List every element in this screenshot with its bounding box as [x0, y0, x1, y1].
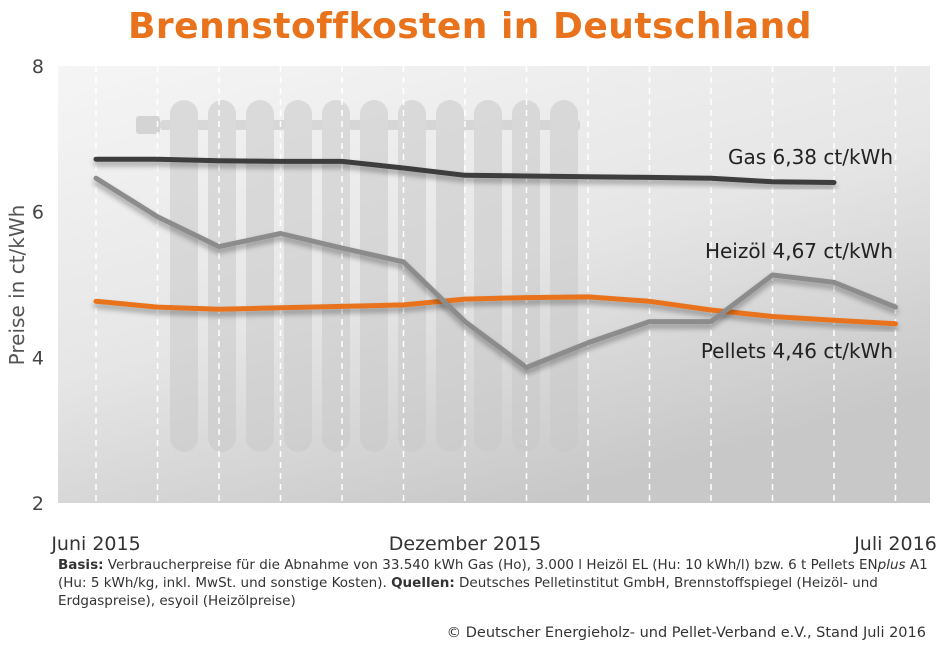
radiator-fin — [436, 100, 464, 452]
radiator-valve — [136, 116, 160, 134]
radiator-fin — [322, 100, 350, 452]
y-axis: 2 4 6 8 — [32, 56, 44, 515]
x-axis: Juni 2015 Dezember 2015 Juli 2016 — [50, 533, 936, 555]
radiator-fin — [398, 100, 426, 452]
radiator-fin — [208, 100, 236, 452]
y-tick-label: 4 — [32, 347, 44, 369]
series-group — [93, 156, 898, 370]
x-tick-label: Juni 2015 — [50, 533, 140, 555]
grid-lines — [95, 66, 897, 503]
copyright: © Deutscher Energieholz- und Pellet-Verb… — [446, 625, 926, 641]
chart-title: Brennstoffkosten in Deutschland — [127, 6, 813, 47]
radiator-fin — [360, 100, 388, 452]
basis-text-2: A1 (Hu: 5 kWh/kg, inkl. MwSt. und sonsti… — [58, 557, 928, 591]
radiator-fin — [284, 100, 312, 452]
series-label-pellets: Pellets 4,46 ct/kWh — [701, 339, 893, 363]
radiator-fin — [246, 100, 274, 452]
y-tick-label: 2 — [32, 493, 44, 515]
quellen-text: Deutsches Pelletinstitut GmbH, Brennstof… — [58, 575, 878, 609]
y-axis-label: Preise in ct/kWh — [5, 205, 29, 366]
series-label-heizoel: Heizöl 4,67 ct/kWh — [705, 239, 893, 263]
enplus-italic: plus — [877, 557, 906, 573]
y-tick-label: 8 — [32, 56, 44, 78]
footnote: Basis: Verbraucherpreise für die Abnahme… — [58, 556, 934, 610]
x-tick-label: Juli 2016 — [853, 533, 937, 555]
series-line-heizoel — [93, 175, 898, 370]
series-line-pellets — [93, 294, 898, 327]
basis-label: Basis: — [58, 557, 104, 573]
quellen-label: Quellen: — [391, 575, 455, 591]
series-label-gas: Gas 6,38 ct/kWh — [728, 145, 893, 169]
radiator-fin — [550, 100, 578, 452]
radiator-fin — [474, 100, 502, 452]
y-tick-label: 6 — [32, 202, 44, 224]
basis-text: Verbraucherpreise für die Abnahme von 33… — [103, 557, 878, 573]
series-labels: Gas 6,38 ct/kWh Heizöl 4,67 ct/kWh Pellets… — [701, 145, 893, 363]
radiator-fin — [170, 100, 198, 452]
x-tick-label: Dezember 2015 — [389, 533, 541, 555]
series-line-gas — [93, 156, 837, 185]
